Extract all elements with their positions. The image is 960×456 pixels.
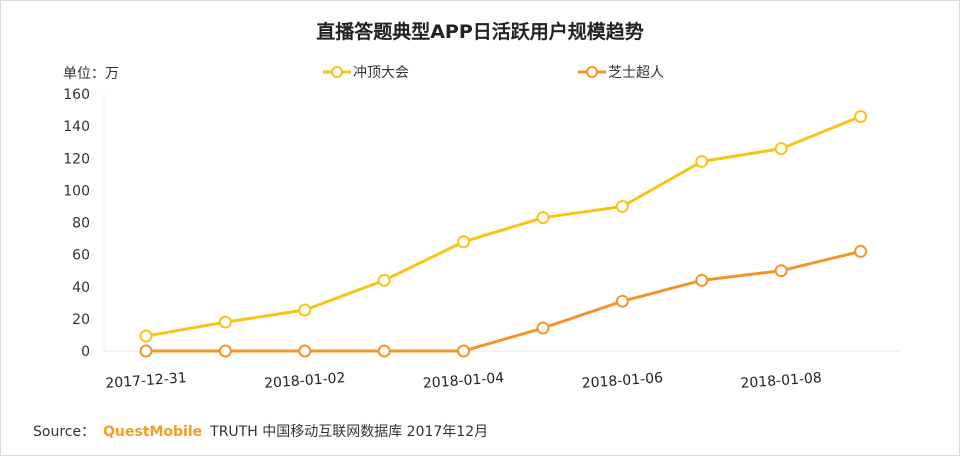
x-tick-label: 2018-01-08	[740, 370, 822, 392]
data-point	[377, 273, 391, 287]
data-point	[774, 142, 788, 156]
x-tick-label: 2018-01-06	[581, 370, 663, 392]
legend-label: 芝士超人	[608, 65, 664, 81]
source-note: Source： QuestMobile TRUTH 中国移动互联网数据库 2017年…	[33, 421, 488, 441]
unit-label: 单位：万	[63, 66, 119, 82]
y-tick-label: 60	[72, 248, 90, 264]
source-text: TRUTH 中国移动互联网数据库 2017年12月	[210, 424, 489, 440]
y-tick-label: 80	[72, 216, 90, 232]
data-point	[457, 344, 471, 358]
legend-label: 冲顶大会	[353, 65, 409, 81]
data-point	[695, 273, 709, 287]
y-tick-label: 40	[72, 280, 90, 296]
data-point	[377, 344, 391, 358]
y-tick-label: 0	[81, 344, 90, 360]
source-prefix: Source：	[33, 424, 96, 440]
data-point	[854, 109, 868, 123]
y-tick-label: 120	[63, 151, 90, 167]
y-tick-label: 20	[72, 312, 90, 328]
data-point	[218, 315, 232, 329]
data-point	[536, 321, 550, 335]
series-line-0	[145, 115, 862, 338]
data-point	[457, 235, 471, 249]
y-tick-label: 100	[63, 183, 90, 199]
line-chart: 0 20 40 60 80 100 120 140 160 2017-12-31 2018-01-0…	[63, 65, 901, 392]
x-tick-label: 2018-01-04	[422, 370, 504, 392]
data-point	[139, 329, 153, 343]
data-point	[854, 244, 868, 258]
y-tick-label: 160	[63, 87, 90, 103]
y-tick-label: 140	[63, 119, 90, 135]
x-tick-label: 2018-01-02	[264, 370, 346, 392]
series-line-1	[146, 249, 861, 353]
data-point	[218, 344, 232, 358]
data-point	[774, 264, 788, 278]
data-point	[615, 294, 629, 308]
data-point	[298, 303, 312, 317]
x-tick-label: 2017-12-31	[105, 370, 187, 392]
data-point	[536, 211, 550, 225]
data-point	[695, 154, 709, 168]
data-point	[139, 344, 153, 358]
source-brand: QuestMobile	[103, 424, 203, 440]
legend-marker	[586, 66, 598, 78]
data-point	[298, 344, 312, 358]
data-point	[615, 199, 629, 213]
legend-marker	[331, 66, 343, 78]
chart-title: 直播答题典型APP日活跃用户规模趋势	[316, 21, 644, 43]
